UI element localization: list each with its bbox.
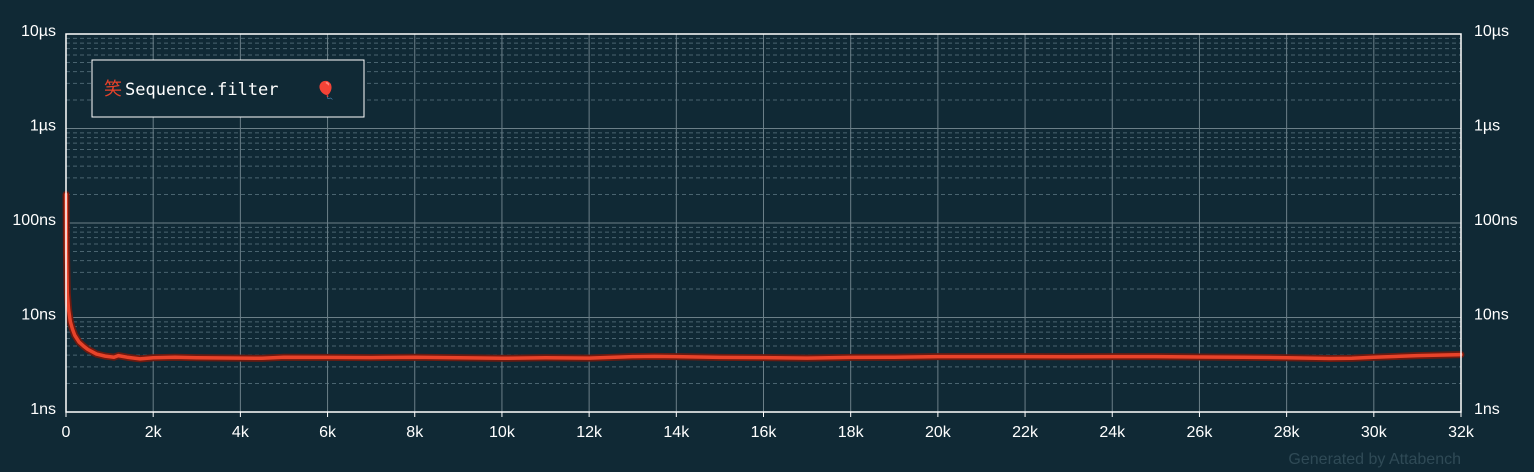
y-tick-label-right: 10µs: [1474, 23, 1509, 40]
x-tick-label: 22k: [1012, 424, 1039, 441]
y-tick-label-right: 10ns: [1474, 307, 1509, 324]
y-tick-label-left: 1µs: [30, 118, 56, 135]
x-tick-label: 20k: [925, 424, 952, 441]
footer-credit: Generated by Attabench: [1288, 451, 1461, 468]
x-tick-label: 0: [62, 424, 71, 441]
series-layer: [62, 191, 1465, 363]
x-tick-label: 32k: [1448, 424, 1475, 441]
y-tick-label-right: 100ns: [1474, 212, 1518, 229]
y-tick-label-right: 1µs: [1474, 118, 1500, 135]
series-line: [64, 192, 1463, 361]
x-tick-label: 18k: [838, 424, 865, 441]
y-tick-label-left: 100ns: [12, 212, 56, 229]
x-tick-labels: 0 2k 4k 6k 8k 10k 12k 14k 16k 18k 20k 22k 24k 26k 28k 3…: [62, 424, 1475, 441]
y-tick-labels-right: 1ns 10ns 100ns 1µs 10µs: [1474, 23, 1518, 418]
x-tick-label: 12k: [576, 424, 603, 441]
y-tick-labels-left: 1ns 10ns 100ns 1µs 10µs: [12, 23, 56, 418]
x-tick-label: 10k: [489, 424, 516, 441]
balloon-icon: 🎈: [315, 80, 336, 101]
y-tick-label-left: 1ns: [30, 401, 56, 418]
legend: 笑 Sequence.filter 🎈: [91, 59, 365, 118]
x-tick-label: 24k: [1099, 424, 1126, 441]
legend-box: [91, 59, 365, 118]
y-tick-label-left: 10ns: [21, 307, 56, 324]
x-tick-label: 30k: [1361, 424, 1388, 441]
x-tick-label: 14k: [663, 424, 690, 441]
x-tick-label: 2k: [145, 424, 163, 441]
plot-frame: [65, 33, 1462, 413]
x-tick-label: 28k: [1274, 424, 1301, 441]
x-tick-label: 6k: [319, 424, 337, 441]
x-tick-label: 4k: [232, 424, 250, 441]
y-tick-label-right: 1ns: [1474, 401, 1500, 418]
axes: [65, 33, 1462, 417]
legend-series-mark: 笑: [104, 79, 122, 100]
x-tick-label: 16k: [751, 424, 778, 441]
x-tick-label: 8k: [406, 424, 424, 441]
y-tick-label-left: 10µs: [21, 23, 56, 40]
legend-series-label: Sequence.filter: [125, 80, 279, 100]
x-tick-label: 26k: [1187, 424, 1214, 441]
